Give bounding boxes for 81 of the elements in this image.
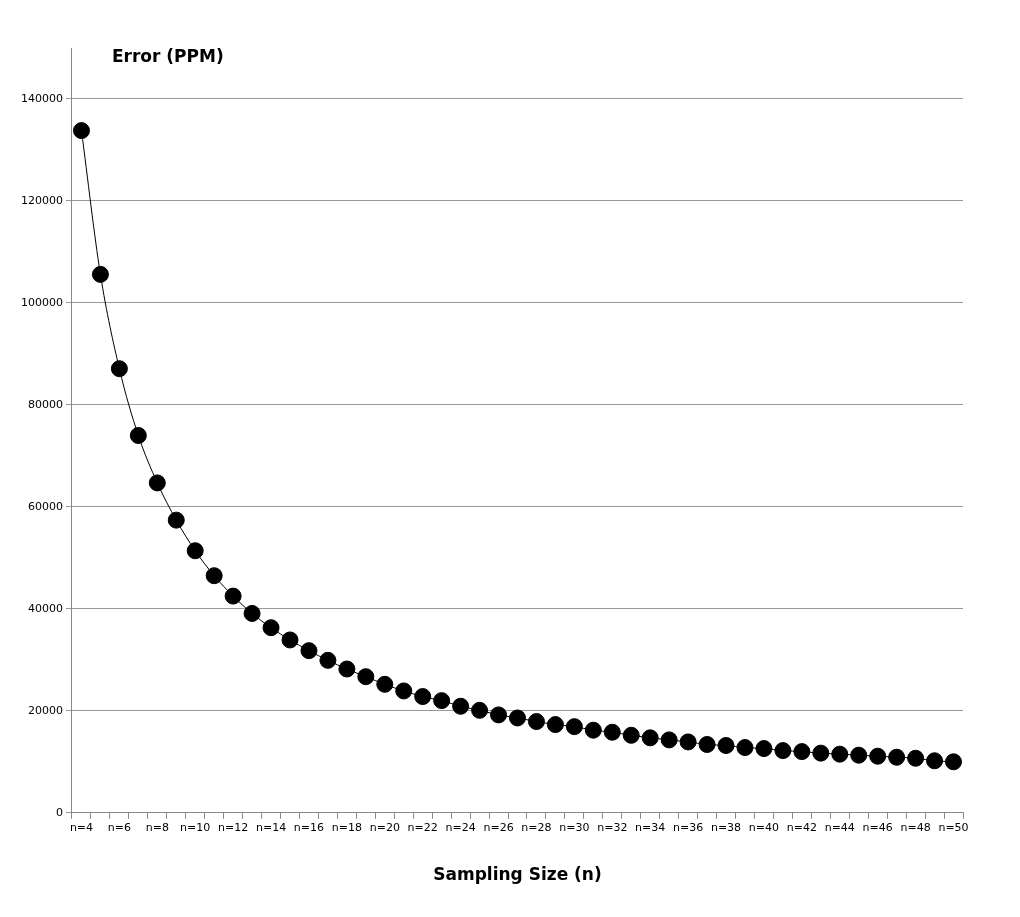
x-tick-label: n=20 bbox=[369, 821, 400, 835]
x-tick-label: n=10 bbox=[180, 821, 211, 835]
y-tick-label: 20000 bbox=[27, 703, 63, 717]
point bbox=[907, 749, 925, 767]
x-tick-label: n=46 bbox=[862, 821, 893, 835]
x-tick-label: n=18 bbox=[331, 821, 362, 835]
point bbox=[452, 697, 470, 715]
x-tick-label: n=50 bbox=[938, 821, 969, 835]
x-tick-label: n=32 bbox=[597, 821, 628, 835]
y-tick-label: 80000 bbox=[27, 397, 63, 411]
point bbox=[831, 745, 849, 763]
y-axis-title: Error (PPM) bbox=[111, 46, 224, 67]
point bbox=[793, 743, 811, 761]
point bbox=[888, 748, 906, 766]
x-tick-label: n=40 bbox=[748, 821, 780, 835]
point bbox=[300, 642, 318, 660]
point bbox=[622, 726, 640, 744]
point bbox=[186, 542, 204, 560]
point bbox=[91, 265, 109, 283]
point bbox=[774, 742, 792, 760]
y-tick-label: 100000 bbox=[20, 295, 63, 309]
point bbox=[471, 701, 489, 719]
point bbox=[262, 619, 280, 637]
x-tick-label: n=22 bbox=[407, 821, 438, 835]
y-tick-label: 0 bbox=[55, 805, 63, 819]
point bbox=[565, 718, 583, 736]
x-tick-label: n=30 bbox=[559, 821, 590, 835]
point bbox=[717, 737, 735, 754]
point bbox=[338, 660, 356, 678]
y-tick-label: 40000 bbox=[27, 601, 63, 615]
x-tick-label: n=26 bbox=[483, 821, 514, 835]
y-tick-label: 60000 bbox=[27, 499, 63, 513]
point bbox=[129, 427, 147, 444]
y-tick-label: 140000 bbox=[20, 91, 63, 105]
point bbox=[698, 735, 716, 753]
point bbox=[414, 688, 432, 706]
y-tick-label: 120000 bbox=[20, 193, 63, 207]
point bbox=[660, 731, 678, 749]
point bbox=[224, 587, 242, 605]
point bbox=[167, 511, 185, 529]
point bbox=[433, 692, 451, 710]
point bbox=[281, 631, 299, 649]
x-tick-label: n=36 bbox=[673, 821, 704, 835]
point bbox=[603, 723, 621, 741]
point bbox=[926, 752, 944, 770]
x-tick-label: n=28 bbox=[521, 821, 552, 835]
point bbox=[869, 747, 887, 765]
x-tick-label: n=16 bbox=[293, 821, 325, 835]
point bbox=[205, 567, 223, 585]
point bbox=[527, 713, 545, 731]
point bbox=[641, 729, 659, 747]
point bbox=[679, 733, 697, 751]
point bbox=[357, 668, 375, 686]
point bbox=[584, 721, 602, 739]
x-tick-label: n=4 bbox=[69, 821, 94, 835]
x-axis-title: Sampling Size (n) bbox=[433, 864, 602, 885]
point bbox=[72, 122, 90, 140]
point bbox=[736, 739, 754, 757]
point bbox=[546, 716, 564, 734]
x-tick-label: n=8 bbox=[145, 821, 169, 835]
point bbox=[755, 740, 773, 758]
point bbox=[850, 746, 868, 764]
x-tick-label: n=38 bbox=[710, 821, 742, 835]
x-tick-label: n=44 bbox=[824, 821, 855, 835]
point bbox=[319, 651, 337, 669]
x-tick-label: n=14 bbox=[255, 821, 287, 835]
point bbox=[812, 744, 830, 762]
point bbox=[509, 709, 526, 727]
x-tick-label: n=24 bbox=[445, 821, 476, 835]
x-tick-label: n=42 bbox=[786, 821, 817, 835]
point bbox=[395, 682, 413, 700]
x-tick-label: n=6 bbox=[107, 821, 131, 835]
point bbox=[243, 604, 261, 622]
point bbox=[490, 706, 508, 724]
point bbox=[110, 360, 128, 378]
x-tick-label: n=48 bbox=[900, 821, 931, 835]
point bbox=[376, 675, 394, 693]
x-tick-label: n=34 bbox=[635, 821, 666, 835]
point bbox=[148, 474, 166, 492]
point bbox=[945, 753, 963, 771]
x-tick-label: n=12 bbox=[218, 821, 249, 835]
